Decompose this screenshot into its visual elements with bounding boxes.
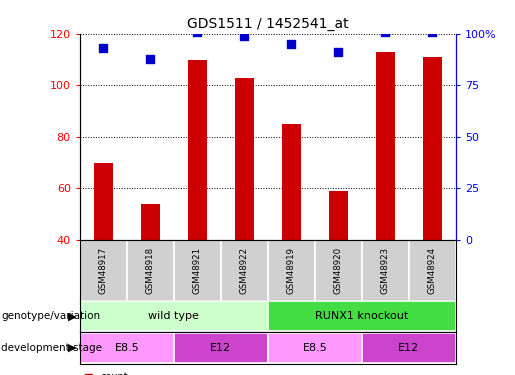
Text: E12: E12 [210, 343, 231, 353]
Text: E8.5: E8.5 [302, 343, 327, 353]
Text: GSM48923: GSM48923 [381, 247, 390, 294]
Bar [362, 240, 409, 300]
Text: development stage: development stage [1, 343, 102, 353]
Text: GSM48918: GSM48918 [146, 247, 155, 294]
Bar [174, 240, 221, 300]
Point [287, 41, 296, 47]
Bar [94, 163, 113, 240]
Bar [141, 204, 160, 240]
Bar [235, 78, 254, 240]
Point [146, 56, 154, 62]
Bar [221, 240, 268, 300]
Text: ▶: ▶ [67, 311, 76, 321]
Bar [127, 240, 174, 300]
Bar [268, 301, 456, 332]
Text: wild type: wild type [148, 311, 199, 321]
Bar [282, 124, 301, 240]
Text: GSM48921: GSM48921 [193, 247, 202, 294]
Text: E8.5: E8.5 [114, 343, 139, 353]
Bar [409, 240, 456, 300]
Text: GSM48922: GSM48922 [240, 247, 249, 294]
Bar [268, 240, 315, 300]
Text: GSM48924: GSM48924 [428, 247, 437, 294]
Bar [80, 333, 174, 363]
Bar [188, 60, 207, 240]
Point [428, 29, 436, 35]
Point [381, 29, 389, 35]
Point [193, 29, 201, 35]
Bar [376, 52, 394, 240]
Bar [362, 333, 456, 363]
Bar [174, 333, 268, 363]
Bar [329, 191, 348, 240]
Title: GDS1511 / 1452541_at: GDS1511 / 1452541_at [187, 17, 349, 32]
Text: GSM48919: GSM48919 [287, 247, 296, 294]
Text: RUNX1 knockout: RUNX1 knockout [315, 311, 408, 321]
Text: GSM48917: GSM48917 [99, 247, 108, 294]
Bar [423, 57, 442, 240]
Point [240, 33, 248, 39]
Bar [268, 333, 362, 363]
Text: ▶: ▶ [67, 343, 76, 353]
Point [99, 45, 108, 51]
Text: GSM48920: GSM48920 [334, 247, 343, 294]
Bar [80, 301, 268, 332]
Point [334, 50, 342, 55]
Text: genotype/variation: genotype/variation [1, 311, 100, 321]
Bar [80, 240, 127, 300]
Legend: count, percentile rank within the sample: count, percentile rank within the sample [84, 372, 265, 375]
Text: E12: E12 [398, 343, 419, 353]
Bar [315, 240, 362, 300]
